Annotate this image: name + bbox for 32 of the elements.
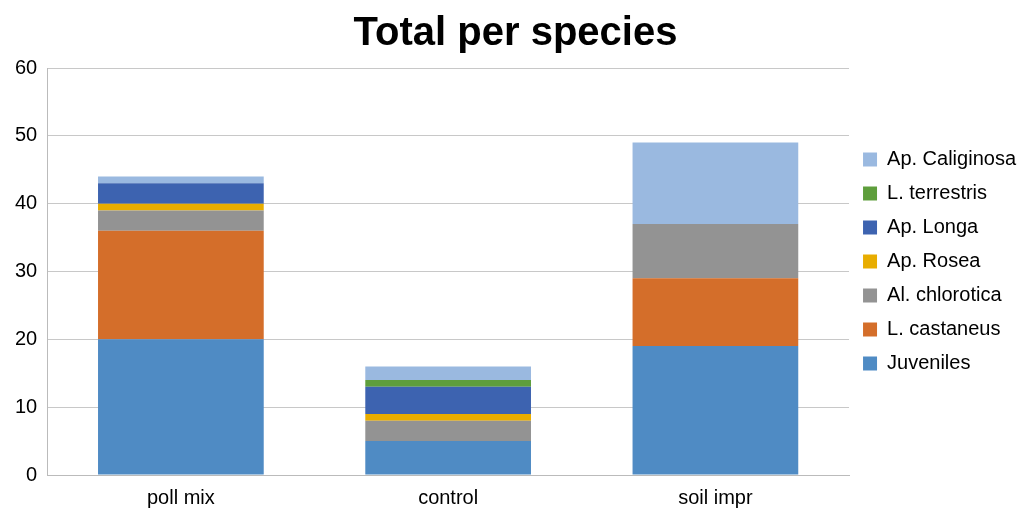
bar bbox=[365, 420, 531, 442]
y-tick-label: 30 bbox=[15, 259, 38, 282]
bar bbox=[98, 183, 264, 204]
bar bbox=[98, 230, 264, 340]
y-tick-label: 50 bbox=[15, 123, 38, 146]
y-tick-label: 10 bbox=[15, 394, 38, 417]
x-tick-label: control bbox=[418, 485, 479, 508]
x-tick-label: soil impr bbox=[678, 485, 753, 508]
y-tick-label: 20 bbox=[15, 326, 38, 349]
bar bbox=[632, 278, 799, 347]
bar bbox=[365, 413, 531, 421]
legend-label: L. terrestris bbox=[887, 181, 988, 204]
legend-label: L. castaneus bbox=[887, 317, 1001, 340]
x-tick-label: poll mix bbox=[146, 485, 215, 508]
bar bbox=[365, 380, 531, 387]
y-tick-label: 40 bbox=[15, 191, 38, 214]
legend-label: Ap. Rosea bbox=[887, 249, 982, 272]
bar bbox=[365, 366, 531, 381]
bar bbox=[632, 346, 799, 475]
legend-label: Ap. Longa bbox=[887, 215, 980, 238]
legend-label: Al. chlorotica bbox=[887, 283, 1003, 306]
bar bbox=[632, 224, 799, 279]
y-tick-label: 0 bbox=[26, 462, 38, 485]
bar bbox=[365, 386, 531, 414]
bar bbox=[632, 142, 799, 225]
legend-label: Juveniles bbox=[887, 351, 971, 374]
legend-label: Ap. Caliginosa bbox=[887, 147, 1017, 170]
bar bbox=[98, 210, 264, 231]
bar bbox=[98, 339, 264, 475]
y-tick-label: 60 bbox=[15, 55, 38, 78]
chart-title: Total per species bbox=[353, 9, 678, 54]
bar bbox=[365, 441, 531, 475]
